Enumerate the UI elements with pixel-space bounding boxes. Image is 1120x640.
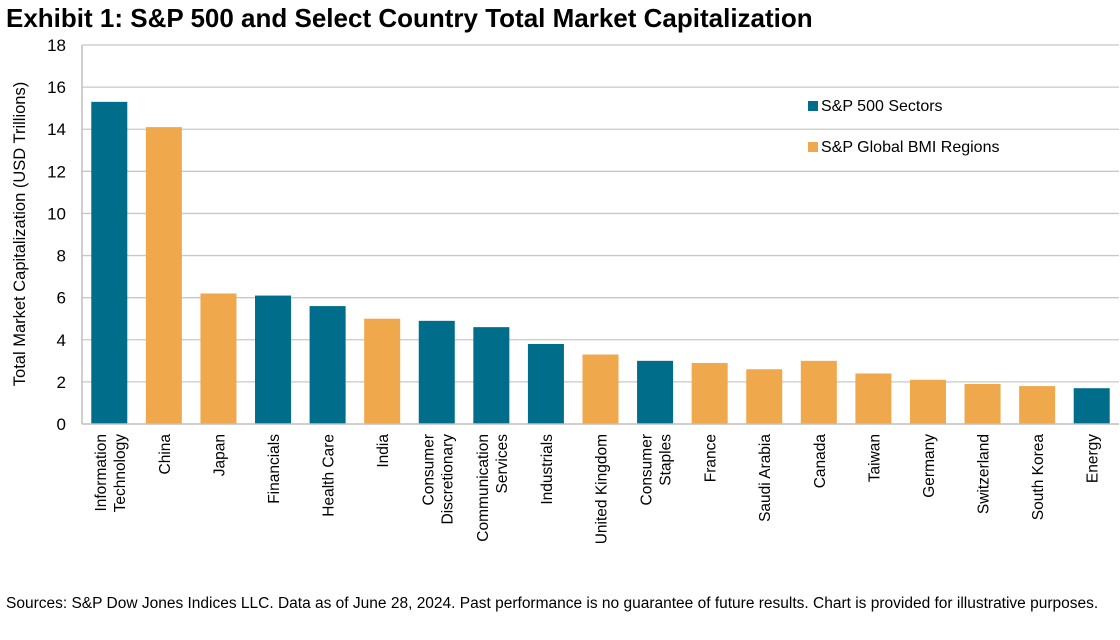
x-tick-label-line: Services	[494, 434, 511, 494]
y-tick-label: 6	[57, 289, 66, 308]
bar	[800, 360, 837, 424]
x-tick-label: China	[157, 434, 174, 475]
x-tick-label: Communication Services	[475, 434, 511, 542]
x-tick-label-line: Taiwan	[866, 434, 883, 482]
x-tick-label-line: Health Care	[321, 434, 338, 517]
bar	[255, 295, 292, 424]
x-tick-label-line: United Kingdom	[594, 434, 611, 544]
bar	[582, 354, 619, 424]
y-tick-label: 4	[57, 331, 66, 350]
y-tick-label: 16	[47, 78, 66, 97]
bar	[91, 101, 128, 424]
x-tick-label-line: Financials	[266, 434, 283, 504]
y-tick-label: 10	[47, 204, 66, 223]
bar	[309, 306, 346, 424]
footnote: Sources: S&P Dow Jones Indices LLC. Data…	[6, 595, 1099, 612]
x-tick-label: Germany	[921, 434, 938, 498]
x-tick-label: Consumer Discretionary	[420, 434, 456, 525]
y-tick-label: 18	[47, 36, 66, 55]
x-tick-label-line: China	[157, 434, 174, 475]
x-tick-label: United Kingdom	[594, 434, 611, 544]
bar	[1019, 386, 1056, 424]
gridlines	[82, 44, 1119, 383]
x-tick-label-line: Canada	[812, 434, 829, 489]
x-tick-label-line: Switzerland	[976, 434, 993, 514]
legend: S&P 500 Sectors S&P Global BMI Regions	[808, 98, 999, 156]
x-axis-labels: Information Technology China Japan Financial…	[93, 434, 1102, 545]
bar	[909, 379, 946, 424]
bar	[746, 369, 783, 424]
x-tick-label: Industrials	[539, 434, 556, 505]
y-tick-label: 14	[47, 120, 66, 139]
y-tick-label: 12	[47, 162, 66, 181]
bar	[527, 343, 564, 424]
bar	[637, 360, 674, 424]
x-tick-label-line: Information	[93, 434, 110, 512]
bar	[418, 320, 455, 424]
bar	[964, 383, 1001, 424]
x-tick-label-line: Japan	[211, 434, 228, 476]
bar	[691, 362, 728, 424]
y-axis-title: Total Market Capitalization (USD Trillio…	[11, 82, 29, 386]
legend-swatch	[808, 101, 818, 111]
y-tick-label: 8	[57, 247, 66, 266]
y-tick-label: 0	[57, 415, 66, 434]
x-tick-label: Canada	[812, 434, 829, 489]
x-tick-label-line: Energy	[1085, 434, 1102, 483]
x-tick-label: Information Technology	[93, 434, 129, 513]
x-tick-label: India	[375, 434, 392, 468]
x-tick-label: Taiwan	[866, 434, 883, 482]
bars	[91, 101, 1110, 424]
x-tick-label-line: South Korea	[1030, 434, 1047, 521]
bar	[364, 318, 401, 424]
x-tick-label: Saudi Arabia	[757, 434, 774, 522]
bar	[855, 373, 892, 424]
x-tick-label-line: Germany	[921, 434, 938, 498]
bar	[200, 293, 237, 424]
x-tick-label-line: India	[375, 434, 392, 468]
x-tick-label: France	[703, 434, 720, 482]
legend-swatch	[808, 142, 818, 152]
bar	[473, 327, 510, 424]
bar	[145, 127, 182, 424]
x-tick-label-line: Consumer	[639, 434, 656, 506]
legend-label: S&P 500 Sectors	[821, 98, 943, 115]
legend-label: S&P Global BMI Regions	[821, 139, 999, 156]
x-tick-label: Energy	[1085, 434, 1102, 483]
x-tick-label-line: Saudi Arabia	[757, 434, 774, 522]
x-tick-label-line: France	[703, 434, 720, 482]
x-tick-label-line: Industrials	[539, 434, 556, 505]
x-tick-label: Switzerland	[976, 434, 993, 514]
y-tick-label: 2	[57, 373, 66, 392]
y-axis-ticks: 0 2 4 6 8 10 12 14 16 18	[47, 36, 66, 434]
x-tick-label: Financials	[266, 434, 283, 504]
bar	[1073, 388, 1110, 424]
x-tick-label: Japan	[211, 434, 228, 476]
x-tick-label: Consumer Staples	[639, 434, 675, 506]
x-tick-label-line: Staples	[658, 434, 675, 486]
x-tick-label: South Korea	[1030, 434, 1047, 521]
x-tick-label-line: Consumer	[420, 434, 437, 506]
x-tick-label-line: Technology	[112, 434, 129, 513]
x-tick-label-line: Communication	[475, 434, 492, 542]
x-tick-label: Health Care	[321, 434, 338, 517]
chart-title: Exhibit 1: S&P 500 and Select Country To…	[6, 3, 813, 33]
x-tick-label-line: Discretionary	[439, 434, 456, 525]
